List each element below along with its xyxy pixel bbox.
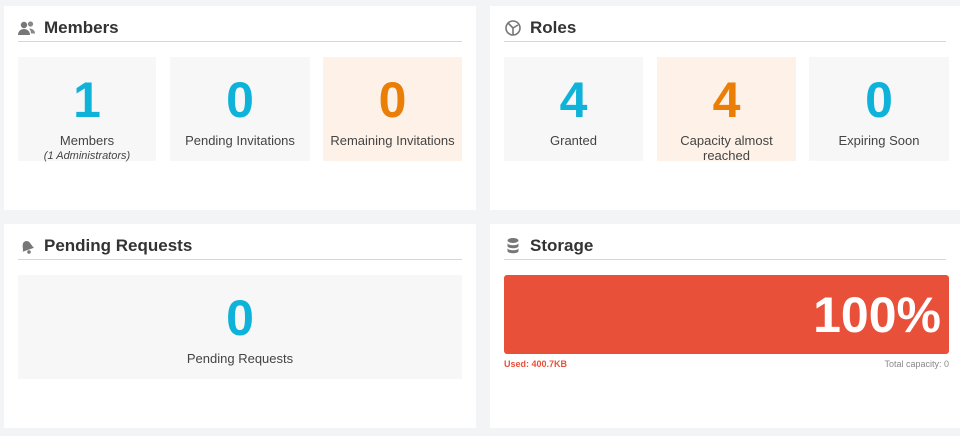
storage-panel: Storage 100% Used: 400.7KB Total capacit… (490, 224, 960, 428)
stat-label: Pending Invitations (185, 133, 295, 148)
stat-value: 0 (378, 72, 407, 128)
stat-granted: 4 Granted (504, 57, 643, 161)
stat-value: 1 (73, 72, 101, 128)
stat-pending-requests: 0 Pending Requests (18, 275, 462, 379)
stat-expiring: 0 Expiring Soon (809, 57, 949, 161)
stat-value: 0 (865, 72, 893, 128)
stat-members: 1 Members (1 Administrators) (18, 57, 156, 162)
roles-icon (505, 20, 521, 36)
stat-label: Pending Requests (186, 351, 294, 366)
storage-used: Used: 400.7KB (504, 359, 568, 369)
pending-requests-panel: Pending Requests 0 Pending Requests (4, 224, 476, 428)
roles-panel: Roles 4 Granted 4 Capacity almost reached … (490, 6, 960, 210)
stat-capacity: 4 Capacity almost reached (657, 57, 796, 163)
stat-label: Granted (550, 133, 597, 148)
stat-pending-invitations: 0 Pending Invitations (170, 57, 310, 161)
stat-label: Capacity almost reached (680, 133, 773, 163)
panel-title: Members (44, 18, 119, 37)
stat-value: 0 (226, 290, 254, 346)
divider (504, 259, 946, 260)
stat-value: 4 (559, 72, 588, 128)
bell-icon (22, 241, 35, 254)
stat-label: Expiring Soon (838, 133, 920, 148)
divider (504, 41, 946, 42)
stat-sublabel: (1 Administrators) (43, 150, 131, 162)
storage-progress-bar: 100% (504, 275, 949, 354)
storage-progress-fill: 100% (504, 275, 949, 354)
storage-total: Total capacity: 0 (884, 359, 949, 369)
panel-title: Roles (530, 18, 577, 37)
database-icon (507, 238, 519, 254)
panel-title: Storage (530, 236, 594, 255)
stat-label: Remaining Invitations (330, 133, 455, 148)
divider (18, 259, 462, 260)
stat-remaining-invitations: 0 Remaining Invitations (323, 57, 462, 161)
stat-label: Members (59, 133, 115, 148)
members-panel: Members 1 Members (1 Administrators) 0 Pend… (4, 6, 476, 210)
divider (18, 41, 462, 42)
stat-value: 0 (226, 72, 254, 128)
storage-percent: 100% (813, 286, 941, 343)
panel-title: Pending Requests (44, 236, 193, 255)
users-icon (18, 21, 35, 35)
stat-value: 4 (712, 72, 741, 128)
